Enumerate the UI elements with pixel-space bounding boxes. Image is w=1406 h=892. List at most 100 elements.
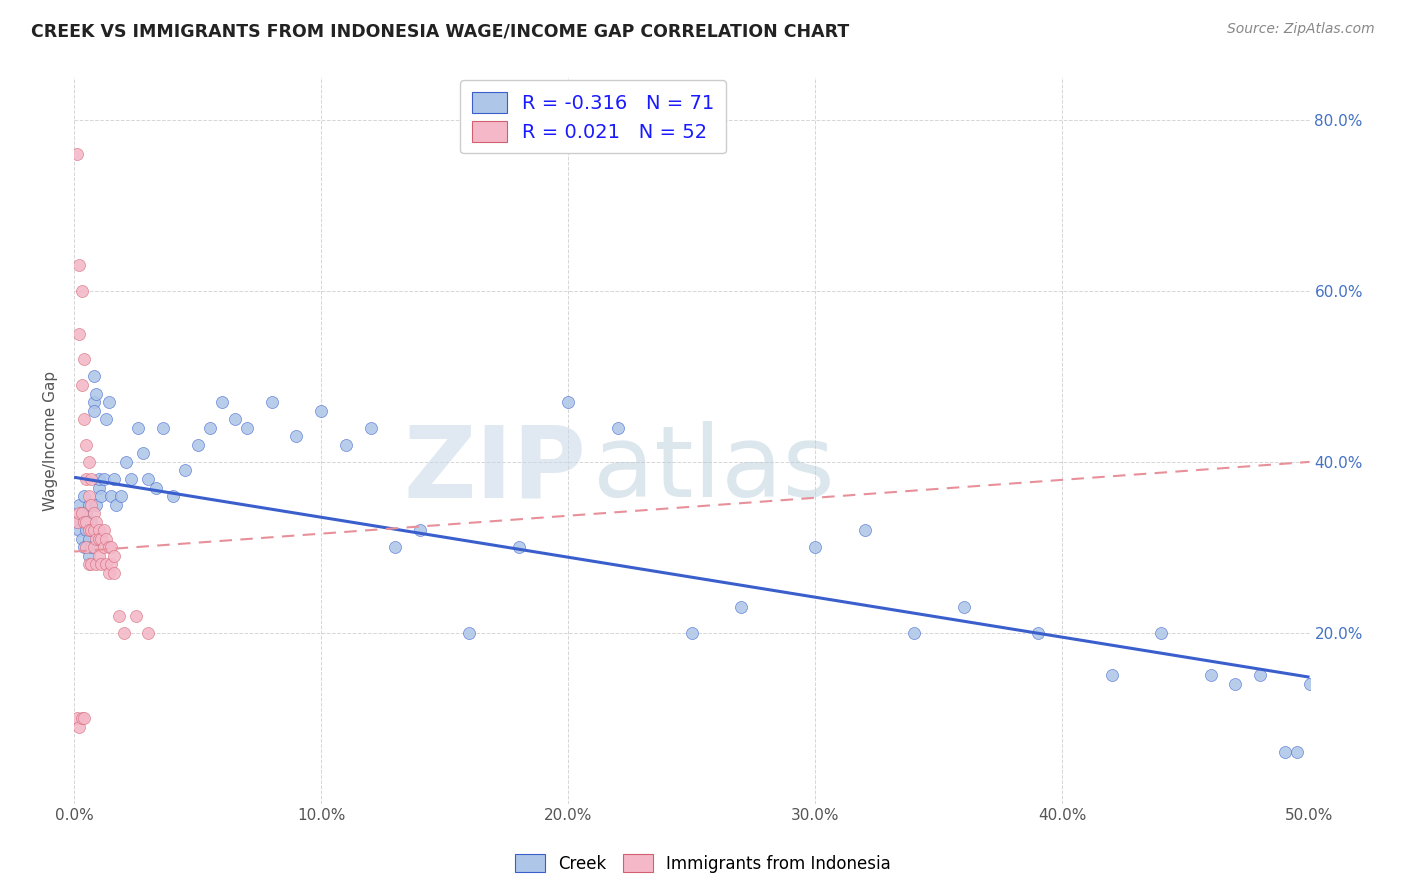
Point — [86, 498, 108, 512]
Point — [309, 403, 332, 417]
Point — [75, 515, 97, 529]
Point — [80, 523, 103, 537]
Point — [80, 558, 103, 572]
Point — [681, 625, 703, 640]
Point — [93, 541, 115, 555]
Point — [87, 549, 110, 563]
Point — [65, 147, 87, 161]
Point — [804, 541, 827, 555]
Point — [1274, 745, 1296, 759]
Point — [65, 711, 87, 725]
Point — [285, 429, 308, 443]
Point — [96, 412, 118, 426]
Point — [80, 541, 103, 555]
Point — [127, 421, 149, 435]
Point — [75, 506, 97, 520]
Point — [1101, 668, 1123, 682]
Point — [409, 523, 432, 537]
Point — [87, 523, 110, 537]
Point — [86, 386, 108, 401]
Point — [73, 489, 96, 503]
Point — [70, 532, 93, 546]
Point — [112, 625, 135, 640]
Legend: R = -0.316   N = 71, R = 0.021   N = 52: R = -0.316 N = 71, R = 0.021 N = 52 — [460, 80, 725, 153]
Point — [335, 438, 357, 452]
Point — [70, 284, 93, 298]
Point — [83, 541, 105, 555]
Point — [70, 378, 93, 392]
Point — [87, 481, 110, 495]
Point — [80, 472, 103, 486]
Point — [70, 506, 93, 520]
Point — [120, 472, 142, 486]
Point — [83, 403, 105, 417]
Point — [90, 558, 112, 572]
Point — [87, 532, 110, 546]
Point — [83, 369, 105, 384]
Point — [80, 498, 103, 512]
Point — [174, 463, 197, 477]
Point — [93, 523, 115, 537]
Point — [73, 515, 96, 529]
Point — [1150, 625, 1173, 640]
Point — [86, 532, 108, 546]
Point — [73, 711, 96, 725]
Point — [105, 498, 128, 512]
Point — [145, 481, 167, 495]
Point — [103, 549, 125, 563]
Point — [458, 625, 481, 640]
Point — [77, 558, 100, 572]
Point — [67, 259, 90, 273]
Point — [75, 541, 97, 555]
Point — [83, 506, 105, 520]
Text: Source: ZipAtlas.com: Source: ZipAtlas.com — [1227, 22, 1375, 37]
Point — [103, 566, 125, 580]
Point — [65, 515, 87, 529]
Point — [80, 515, 103, 529]
Point — [87, 472, 110, 486]
Point — [236, 421, 259, 435]
Point — [75, 515, 97, 529]
Point — [73, 412, 96, 426]
Point — [96, 558, 118, 572]
Point — [97, 395, 120, 409]
Point — [730, 600, 752, 615]
Point — [75, 472, 97, 486]
Point — [1298, 677, 1320, 691]
Point — [110, 489, 132, 503]
Point — [77, 523, 100, 537]
Point — [73, 352, 96, 367]
Text: atlas: atlas — [593, 421, 835, 518]
Point — [77, 455, 100, 469]
Point — [136, 625, 159, 640]
Text: CREEK VS IMMIGRANTS FROM INDONESIA WAGE/INCOME GAP CORRELATION CHART: CREEK VS IMMIGRANTS FROM INDONESIA WAGE/… — [31, 22, 849, 40]
Point — [107, 608, 129, 623]
Point — [211, 395, 233, 409]
Point — [90, 489, 112, 503]
Point — [75, 438, 97, 452]
Point — [100, 541, 122, 555]
Point — [606, 421, 628, 435]
Point — [384, 541, 406, 555]
Point — [152, 421, 174, 435]
Point — [73, 541, 96, 555]
Point — [70, 506, 93, 520]
Point — [90, 532, 112, 546]
Point — [1199, 668, 1222, 682]
Point — [77, 489, 100, 503]
Point — [97, 541, 120, 555]
Point — [67, 498, 90, 512]
Point — [100, 489, 122, 503]
Point — [86, 558, 108, 572]
Point — [187, 438, 209, 452]
Point — [77, 498, 100, 512]
Point — [75, 523, 97, 537]
Point — [224, 412, 246, 426]
Point — [1249, 668, 1271, 682]
Point — [67, 523, 90, 537]
Point — [198, 421, 221, 435]
Point — [97, 566, 120, 580]
Point — [86, 515, 108, 529]
Point — [952, 600, 974, 615]
Point — [103, 472, 125, 486]
